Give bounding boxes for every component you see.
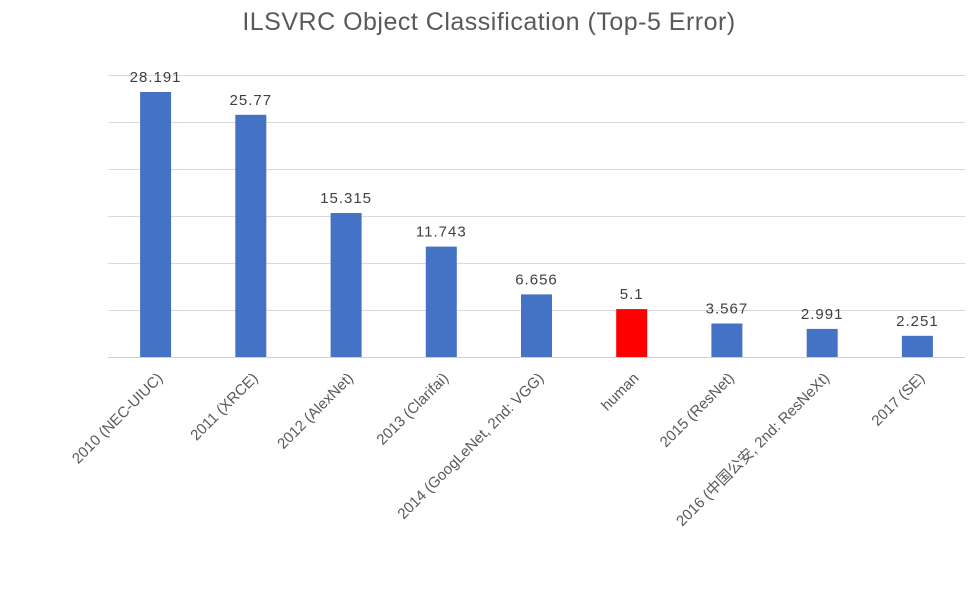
tick-label-1: 2011 (XRCE) — [187, 370, 261, 444]
data-label-3: 11.743 — [416, 224, 467, 241]
tick-label-6: 2015 (ResNet) — [657, 370, 738, 451]
data-label-8: 2.251 — [896, 313, 939, 330]
tick-label-5: human — [598, 370, 642, 414]
tick-label-8: 2017 (SE) — [868, 370, 928, 430]
bar-7 — [806, 328, 838, 357]
tick-label-0: 2010 (NEC-UIUC) — [69, 370, 166, 467]
bar-3 — [425, 246, 457, 357]
data-label-2: 15.315 — [320, 190, 372, 207]
bar-6 — [711, 323, 743, 357]
bar-4 — [521, 294, 552, 357]
tick-label-2: 2012 (AlexNet) — [274, 370, 357, 453]
data-label-6: 3.567 — [706, 301, 749, 318]
data-label-5: 5.1 — [620, 286, 644, 303]
chart-title: ILSVRC Object Classification (Top-5 Erro… — [242, 8, 736, 36]
tick-label-3: 2013 (Clarifai) — [373, 370, 452, 449]
data-labels: 28.191 25.77 15.315 11.743 6.656 5.1 3.567 2.99… — [130, 69, 939, 330]
category-tick-labels: 2010 (NEC-UIUC) 2011 (XRCE) 2012 (AlexNet)… — [69, 370, 928, 530]
tick-label-7: 2016 (中国公安, 2nd: ResNeXt) — [673, 370, 833, 530]
data-label-4: 6.656 — [515, 271, 558, 288]
bars — [140, 92, 933, 357]
bar-0 — [140, 92, 172, 357]
bar-1 — [235, 114, 267, 357]
data-label-1: 25.77 — [230, 92, 273, 109]
bar-8 — [901, 335, 933, 357]
bar-2 — [330, 213, 362, 357]
data-label-0: 28.191 — [130, 69, 182, 86]
bar-5 — [616, 309, 648, 357]
data-label-7: 2.991 — [801, 306, 844, 323]
